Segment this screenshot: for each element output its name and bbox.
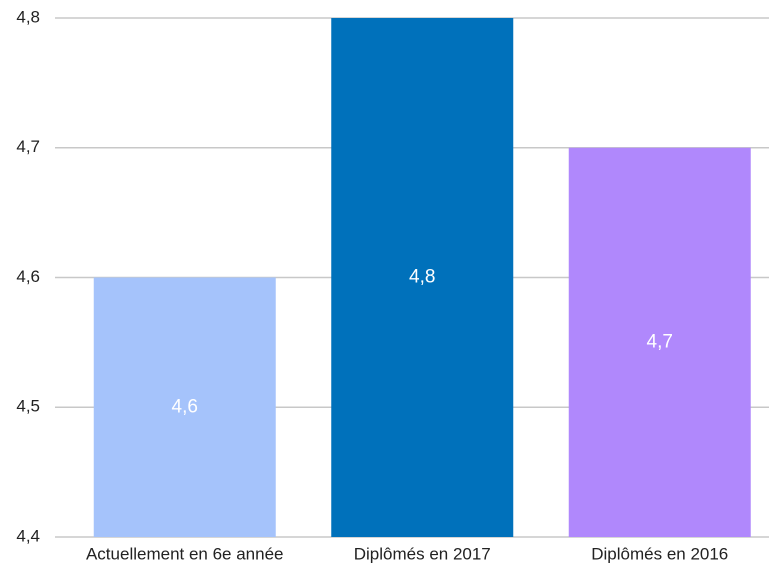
x-tick-label: Diplômés en 2016 <box>591 544 728 563</box>
y-tick-label: 4,5 <box>16 397 40 416</box>
value-label: 4,8 <box>409 267 435 288</box>
x-tick-label: Diplômés en 2017 <box>354 544 491 563</box>
value-label: 4,7 <box>647 331 673 352</box>
x-tick-label: Actuellement en 6e année <box>86 544 284 563</box>
value-label: 4,6 <box>172 396 198 417</box>
y-tick-label: 4,7 <box>16 137 40 156</box>
y-tick-label: 4,8 <box>16 7 40 26</box>
y-tick-label: 4,6 <box>16 267 40 286</box>
bar <box>331 18 514 537</box>
y-tick-label: 4,4 <box>16 526 40 545</box>
bar <box>93 277 276 537</box>
bar <box>568 147 751 537</box>
